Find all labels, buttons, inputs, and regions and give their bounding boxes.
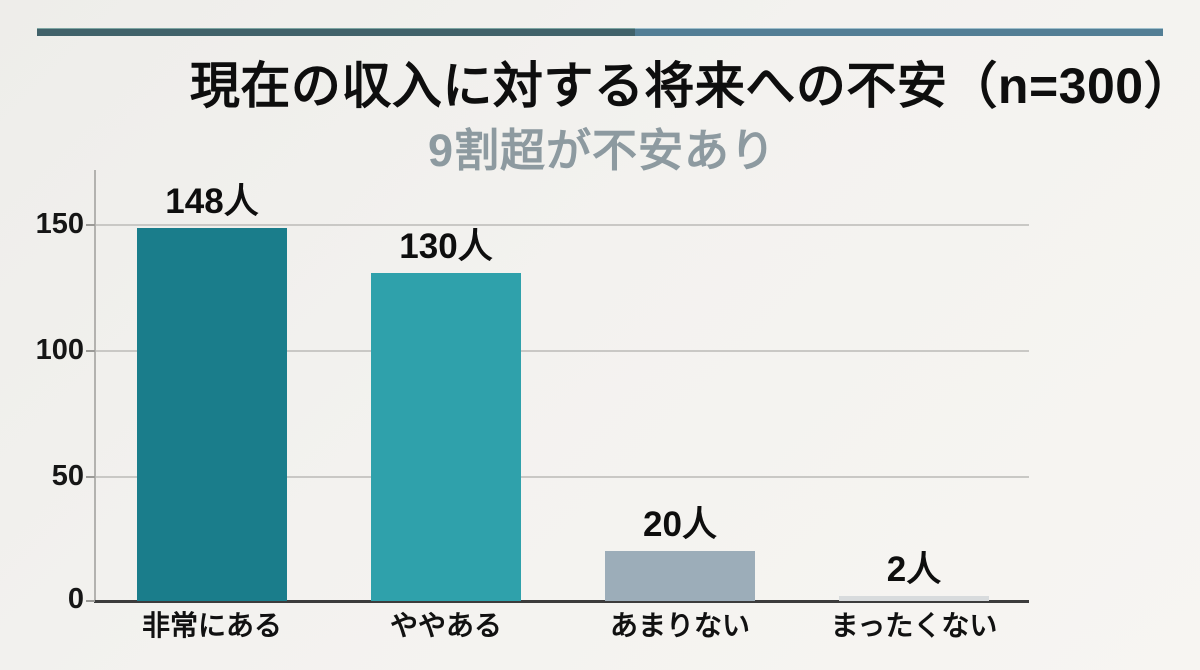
- y-tick-label-50: 50: [51, 460, 84, 492]
- bar-category-label: あまりない: [609, 610, 750, 641]
- y-tick-label-100: 100: [35, 334, 84, 366]
- y-tick-100: [86, 350, 95, 352]
- bar: [839, 596, 989, 601]
- bar-category-label: まったくない: [830, 610, 998, 641]
- bar: [371, 273, 521, 601]
- y-tick-150: [86, 224, 95, 226]
- y-tick-label-0: 0: [67, 583, 84, 615]
- page-title: 現在の収入に対する将来への不安（n=300）: [189, 58, 1195, 114]
- y-axis-line: [94, 170, 96, 602]
- bar-value-label: 20人: [643, 505, 717, 544]
- bar: [137, 228, 287, 601]
- page-subtitle: 9割超が不安あり: [427, 125, 777, 176]
- x-axis-line: [94, 600, 1029, 603]
- gridline-150: [94, 224, 1029, 226]
- y-tick-50: [86, 476, 95, 478]
- bar: [605, 551, 755, 601]
- accent-rule-left-segment: [37, 28, 635, 36]
- bar-category-label: ややある: [389, 610, 502, 641]
- gridline-100: [94, 350, 1029, 352]
- bar-category-label: 非常にある: [141, 610, 282, 641]
- y-tick-0: [86, 600, 95, 602]
- accent-rule-right-segment: [635, 28, 1163, 36]
- bar-value-label: 2人: [886, 550, 942, 589]
- bar-value-label: 148人: [165, 182, 259, 221]
- accent-rule: [37, 28, 1163, 36]
- gridline-50: [94, 476, 1029, 478]
- bar-value-label: 130人: [399, 227, 493, 266]
- y-tick-label-150: 150: [35, 208, 84, 240]
